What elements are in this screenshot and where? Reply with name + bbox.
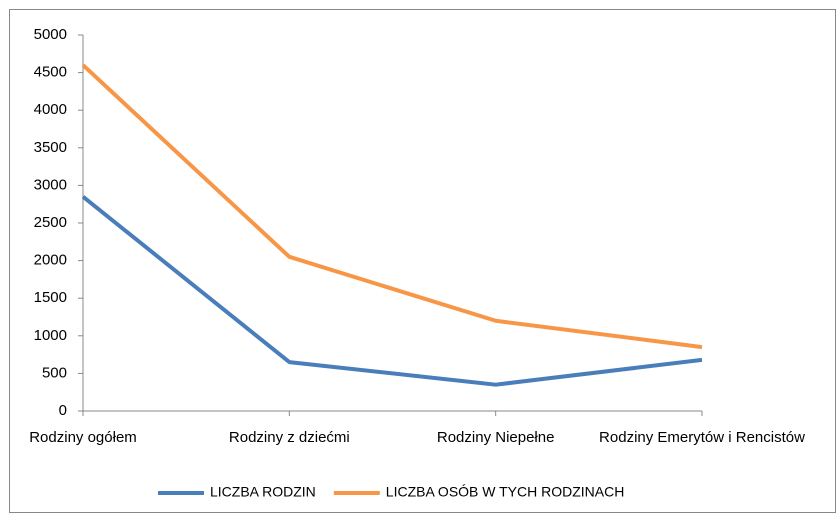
x-tick-label: Rodziny Emerytów i Rencistów xyxy=(599,429,805,446)
chart-border xyxy=(9,9,836,513)
y-tick-label: 1500 xyxy=(34,289,67,306)
y-tick-label: 5000 xyxy=(34,26,67,43)
y-tick-label: 4000 xyxy=(34,101,67,118)
y-tick-label: 3000 xyxy=(34,176,67,193)
x-tick-label: Rodziny ogółem xyxy=(29,429,137,446)
line-series xyxy=(81,195,703,387)
y-tick-label: 0 xyxy=(59,402,67,419)
legend-label: LICZBA RODZIN xyxy=(210,484,316,500)
y-tick-label: 2000 xyxy=(34,252,67,269)
x-tick-label: Rodziny Niepełne xyxy=(437,429,555,446)
y-tick-label: 2500 xyxy=(34,214,67,231)
y-tick-label: 4500 xyxy=(34,64,67,81)
x-tick-label: Rodziny z dziećmi xyxy=(229,429,350,446)
y-tick-label: 3500 xyxy=(34,139,67,156)
line-series xyxy=(81,63,703,350)
legend-label: LICZBA OSÓB W TYCH RODZINACH xyxy=(386,484,625,500)
y-tick-label: 500 xyxy=(42,364,67,381)
y-tick-label: 1000 xyxy=(34,327,67,344)
